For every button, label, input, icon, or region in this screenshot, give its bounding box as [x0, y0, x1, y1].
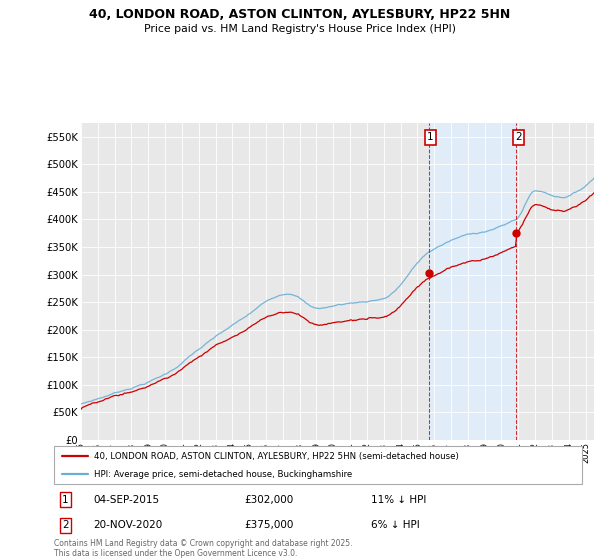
Text: HPI: Average price, semi-detached house, Buckinghamshire: HPI: Average price, semi-detached house,… [94, 470, 352, 479]
Text: 1: 1 [62, 494, 69, 505]
Text: Contains HM Land Registry data © Crown copyright and database right 2025.
This d: Contains HM Land Registry data © Crown c… [54, 539, 353, 558]
Text: 40, LONDON ROAD, ASTON CLINTON, AYLESBURY, HP22 5HN: 40, LONDON ROAD, ASTON CLINTON, AYLESBUR… [89, 8, 511, 21]
Text: 20-NOV-2020: 20-NOV-2020 [94, 520, 163, 530]
Text: Price paid vs. HM Land Registry's House Price Index (HPI): Price paid vs. HM Land Registry's House … [144, 24, 456, 34]
Text: £302,000: £302,000 [244, 494, 293, 505]
Text: 11% ↓ HPI: 11% ↓ HPI [371, 494, 426, 505]
Bar [428, 123, 517, 440]
Text: 2: 2 [62, 520, 69, 530]
Text: £375,000: £375,000 [244, 520, 293, 530]
Text: 04-SEP-2015: 04-SEP-2015 [94, 494, 160, 505]
Text: 6% ↓ HPI: 6% ↓ HPI [371, 520, 419, 530]
Text: 2: 2 [515, 132, 521, 142]
Text: 1: 1 [427, 132, 434, 142]
Text: 40, LONDON ROAD, ASTON CLINTON, AYLESBURY, HP22 5HN (semi-detached house): 40, LONDON ROAD, ASTON CLINTON, AYLESBUR… [94, 452, 458, 461]
